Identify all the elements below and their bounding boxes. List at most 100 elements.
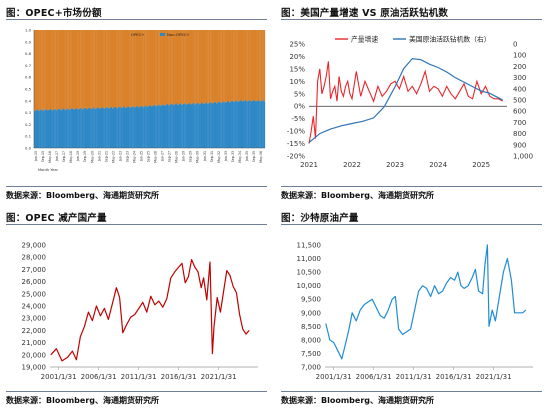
bar-non-opec	[194, 104, 196, 148]
bar-non-opec	[85, 109, 88, 148]
bar-non-opec	[145, 105, 147, 148]
y-right-tick-label: 700	[513, 119, 526, 127]
bar-opec	[210, 30, 212, 103]
bar-non-opec	[42, 110, 45, 148]
bar-opec	[187, 30, 189, 104]
bar-opec	[130, 30, 133, 107]
x-tick-label: 2023	[386, 161, 404, 169]
bar-opec	[263, 30, 266, 102]
bar-opec	[149, 30, 152, 106]
y-left-tick-label: 20%	[289, 53, 305, 61]
bar-non-opec	[122, 107, 124, 148]
bar-non-opec	[204, 103, 206, 148]
y-tick-label: 8,500	[301, 323, 321, 331]
y-tick-label: 0.0	[25, 146, 32, 151]
bar-non-opec	[101, 107, 104, 148]
bar-non-opec	[178, 104, 180, 148]
bar-opec	[205, 30, 208, 103]
legend-swatch-non-opec	[160, 33, 165, 36]
bar-opec	[166, 30, 169, 104]
y-tick-label: 0.1	[25, 134, 32, 139]
y-left-tick-label: -20%	[287, 153, 305, 161]
bar-non-opec	[35, 110, 38, 148]
y-tick-label: 27,000	[22, 266, 47, 274]
bar-opec	[103, 30, 105, 109]
x-tick-label: May-16	[48, 151, 52, 163]
bar-opec	[64, 30, 66, 110]
bar-opec	[143, 30, 146, 107]
bar-opec	[77, 30, 79, 110]
y-tick-label: 0.5	[25, 87, 32, 92]
bar-non-opec	[175, 103, 178, 148]
bar-opec	[153, 30, 156, 105]
chart-opec-cut-output: 19,000 20,000 21,000 22,000 23,000 24,000 25,0…	[22, 242, 258, 381]
y-tick-label: 0.3	[25, 110, 32, 115]
x-tick-label: 2021/1/31	[201, 373, 237, 381]
x-tick-label: Sep-35	[252, 151, 256, 162]
bar-non-opec	[127, 106, 130, 148]
y-tick-label: 10,000	[297, 282, 322, 290]
x-tick-label: Jan-19	[76, 151, 80, 162]
y-tick-label: 9,000	[301, 309, 321, 317]
chart-us-output-vs-rigs: -20% -15% -10% -5% 0% 5% 10% 15% 20% 25% 0 100 200 30…	[287, 35, 533, 170]
bar-non-opec	[59, 110, 62, 148]
bar-opec	[256, 30, 258, 101]
bar-non-opec	[70, 109, 72, 148]
bar-non-opec	[168, 105, 170, 148]
bar-non-opec	[156, 105, 159, 148]
x-tick-label: Jan-31	[203, 151, 207, 162]
x-tick-label: Jan-33	[224, 151, 228, 162]
x-tick-label: Sep-15	[41, 151, 45, 162]
bar-non-opec	[215, 103, 218, 148]
y-tick-label: 0.2	[25, 122, 32, 127]
bar-opec	[81, 30, 84, 110]
bar-non-opec	[163, 105, 166, 148]
bar-non-opec	[244, 100, 247, 148]
x-tick-label: Sep-19	[83, 151, 87, 162]
legend-label-output-growth: 产量增速	[351, 35, 378, 44]
bar-opec	[109, 30, 111, 108]
bar-opec	[84, 30, 87, 108]
bar-non-opec	[34, 110, 36, 148]
bar-non-opec	[263, 101, 266, 148]
bar-opec	[220, 30, 222, 103]
bar-non-opec	[46, 110, 49, 148]
bar-opec	[46, 30, 49, 111]
bar-non-opec	[165, 104, 167, 148]
bar-non-opec	[162, 104, 165, 148]
bar-non-opec	[169, 104, 172, 148]
bar-opec	[98, 30, 101, 109]
bar-opec	[68, 30, 71, 110]
source-divider	[6, 391, 267, 392]
series-line-output-growth	[308, 61, 503, 144]
bar-non-opec	[75, 108, 78, 148]
bar-opec	[241, 30, 244, 102]
bar-opec	[137, 30, 140, 108]
bar-opec	[162, 30, 165, 105]
bar-non-opec	[148, 105, 150, 148]
y-tick-label: 9,500	[301, 296, 321, 304]
y-tick-label: 0.7	[25, 63, 32, 68]
bar-opec	[155, 30, 157, 107]
bar-non-opec	[159, 105, 162, 148]
bar-non-opec	[94, 108, 97, 148]
bar-non-opec	[195, 103, 198, 148]
bar-opec	[114, 30, 117, 107]
bar-opec	[189, 30, 192, 105]
x-tick-label: 2006/1/31	[356, 373, 392, 381]
bar-opec	[132, 30, 134, 107]
y-right-tick-label: 800	[513, 130, 526, 138]
bar-opec	[179, 30, 182, 104]
bar-opec	[133, 30, 136, 108]
bar-non-opec	[81, 109, 84, 148]
bar-opec	[127, 30, 130, 107]
bar-opec	[75, 30, 78, 109]
bar-opec	[191, 30, 193, 104]
bar-opec	[42, 30, 45, 111]
chart-title: 图：沙特原油产量	[281, 213, 359, 224]
bar-non-opec	[152, 105, 154, 148]
bar-non-opec	[71, 108, 74, 148]
bar-opec	[198, 30, 201, 105]
bar-opec	[100, 30, 102, 108]
